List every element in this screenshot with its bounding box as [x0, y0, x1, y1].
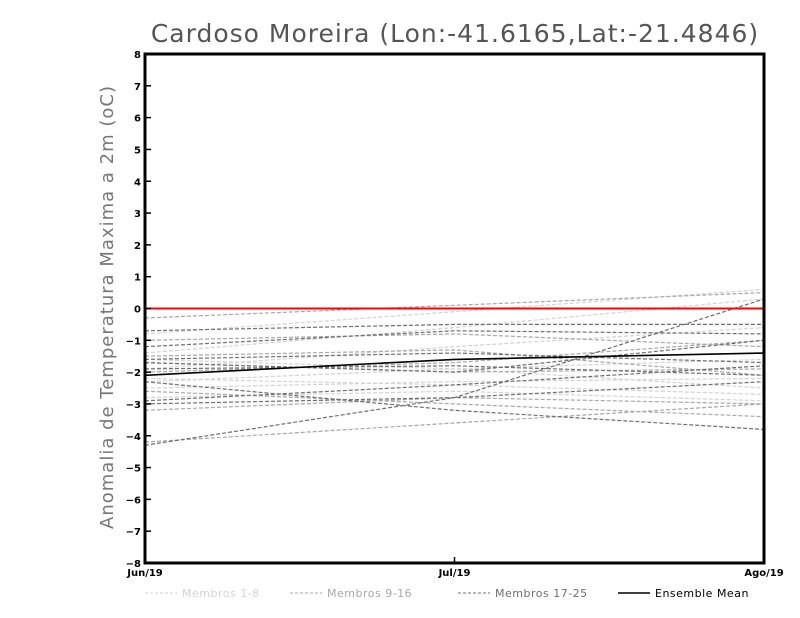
y-tick-label: 5 [134, 145, 141, 156]
series-line-m10 [144, 333, 765, 348]
y-tick-label: 3 [134, 209, 141, 220]
legend-label: Membros 17-25 [495, 587, 588, 600]
series-line-m19 [144, 352, 765, 364]
series-line-m22 [144, 381, 765, 405]
y-tick-label: 1 [134, 273, 141, 284]
legend-item-membros-9-16: Membros 9-16 [290, 587, 412, 600]
y-tick-label: −4 [126, 432, 141, 443]
x-tick-label: Ago/19 [744, 568, 783, 579]
legend-label: Ensemble Mean [655, 587, 749, 600]
y-tick-label: 6 [134, 114, 141, 125]
x-tick-label: Jul/19 [438, 568, 471, 579]
y-tick-label: −3 [126, 400, 141, 411]
series-line-m5 [144, 377, 765, 389]
y-tick-label: −8 [126, 559, 141, 570]
y-tick-label: −1 [126, 336, 141, 347]
y-tick-label: 4 [134, 177, 141, 188]
legend-label: Membros 1-8 [182, 587, 260, 600]
y-tick-label: 8 [134, 50, 141, 61]
series-line-m14 [144, 403, 765, 443]
series-line-m13 [144, 390, 765, 418]
series-line-m21 [144, 381, 765, 430]
series-line-m8 [144, 358, 765, 389]
series-line-m17 [144, 323, 764, 332]
x-tick-label: Jun/19 [126, 568, 163, 579]
y-tick-label: −6 [126, 495, 141, 506]
series-line-m3 [144, 327, 765, 370]
chart-title: Cardoso Moreira (Lon:-41.6165,Lat:-21.48… [151, 19, 759, 48]
y-tick-label: −7 [126, 527, 141, 538]
series-line-m16 [144, 339, 765, 373]
y-tick-label: −5 [126, 464, 141, 475]
legend-item-membros-1-8: Membros 1-8 [145, 587, 260, 600]
series-line-m23 [144, 339, 765, 373]
series-layer [144, 288, 765, 446]
series-line-m11 [144, 349, 765, 376]
legend: Membros 1-8 Membros 9-16 Membros 17-25 Ense… [145, 587, 749, 600]
series-line-ensemble-mean [144, 352, 765, 377]
series-line-m1 [144, 288, 765, 335]
legend-label: Membros 9-16 [327, 587, 412, 600]
y-tick-label: 0 [134, 305, 141, 316]
series-line-m18 [144, 330, 765, 348]
series-line-m9 [144, 292, 765, 319]
series-line-m25 [144, 365, 765, 376]
legend-item-ensemble-mean: Ensemble Mean [618, 587, 749, 600]
y-tick-label: 2 [134, 241, 141, 252]
y-tick-label: −2 [126, 368, 141, 379]
y-axis-label: Anomalia de Temperatura Maxima a 2m (oC) [97, 85, 118, 529]
series-line-m2 [144, 298, 765, 354]
series-line-m24 [144, 365, 765, 402]
legend-item-membros-17-25: Membros 17-25 [458, 587, 588, 600]
y-tick-label: 7 [134, 82, 141, 93]
